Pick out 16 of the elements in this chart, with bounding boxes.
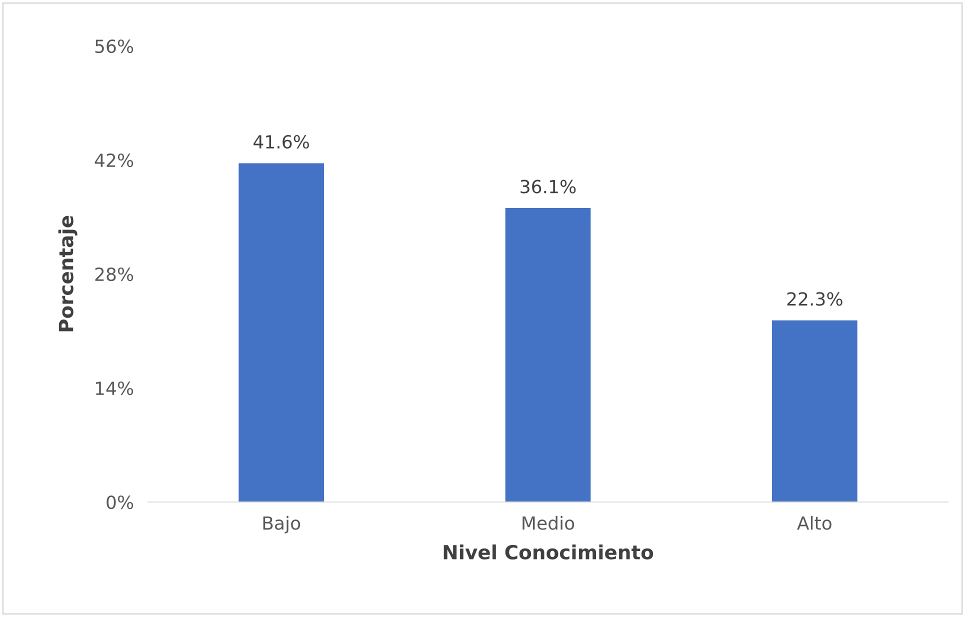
y-tick-label: 42% xyxy=(94,153,134,168)
y-axis-title: Porcentaje xyxy=(58,216,78,332)
y-tick-label: 28% xyxy=(95,267,134,282)
x-tick-label: Medio xyxy=(522,516,574,530)
y-tick-label: 14% xyxy=(96,381,134,396)
y-tick-label: 0% xyxy=(106,495,134,510)
y-tick-label: 56% xyxy=(95,39,134,54)
x-axis-title: Nivel Conocimiento xyxy=(444,544,654,560)
bar xyxy=(505,208,591,502)
data-label: 36.1% xyxy=(520,180,576,194)
bar xyxy=(772,320,858,502)
data-label: 22.3% xyxy=(787,292,842,306)
x-tick-label: Bajo xyxy=(263,516,300,534)
bar xyxy=(238,163,324,502)
x-tick-label: Alto xyxy=(797,516,832,530)
data-label: 41.6% xyxy=(254,134,310,149)
